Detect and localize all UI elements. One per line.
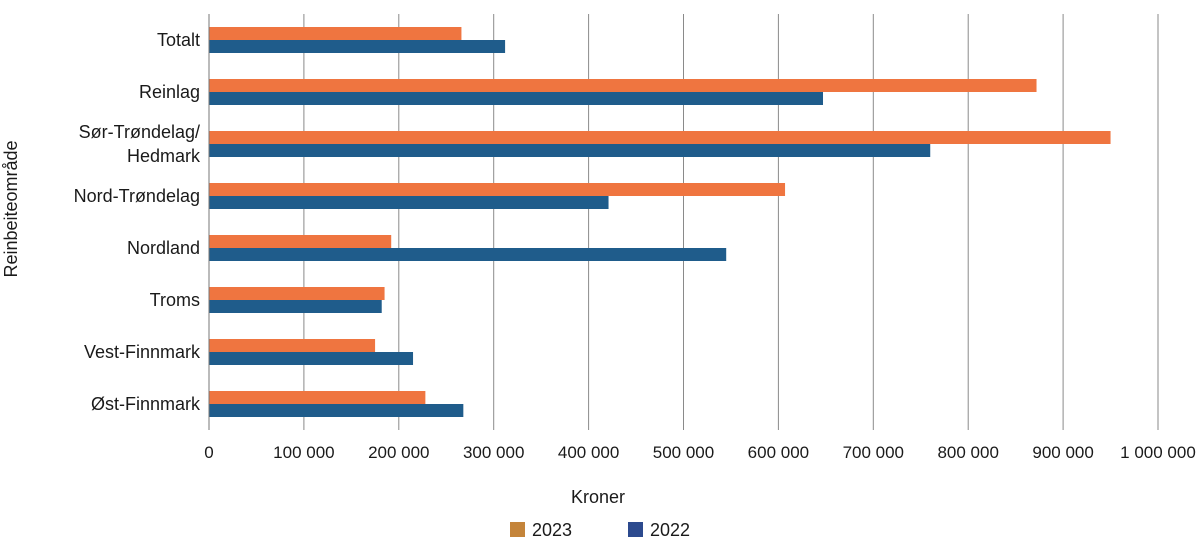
x-tick-label: 800 000 [937, 443, 998, 462]
x-tick-label: 300 000 [463, 443, 524, 462]
category-label: Nord-Trøndelag [74, 186, 200, 206]
x-tick-label: 200 000 [368, 443, 429, 462]
x-tick-label: 900 000 [1032, 443, 1093, 462]
category-label: Nordland [127, 238, 200, 258]
bar-2023 [209, 27, 462, 40]
x-tick-label: 1 000 000 [1120, 443, 1196, 462]
category-label: Øst-Finnmark [91, 394, 201, 414]
bar-2022 [209, 40, 506, 53]
bar-2022 [209, 92, 824, 105]
legend-label: 2022 [650, 520, 690, 540]
bar-2023 [209, 391, 426, 404]
bar-2023 [209, 131, 1111, 144]
x-tick-label: 100 000 [273, 443, 334, 462]
legend-label: 2023 [532, 520, 572, 540]
category-label: Vest-Finnmark [84, 342, 201, 362]
y-axis-title: Reinbeiteområde [1, 140, 21, 277]
category-label: Hedmark [127, 146, 201, 166]
bar-2022 [209, 352, 414, 365]
x-tick-label: 500 000 [653, 443, 714, 462]
bar-2023 [209, 183, 786, 196]
bar-2022 [209, 196, 609, 209]
category-label: Reinlag [139, 82, 200, 102]
category-label: Troms [150, 290, 200, 310]
legend-swatch [510, 522, 525, 537]
legend: 2023 2022 [510, 520, 690, 540]
x-tick-label: 700 000 [843, 443, 904, 462]
bar-2022 [209, 300, 382, 313]
bars [209, 27, 1111, 417]
bar-2023 [209, 79, 1037, 92]
bar-2022 [209, 404, 464, 417]
bar-2023 [209, 287, 385, 300]
category-label: Totalt [157, 30, 200, 50]
x-tick-label: 0 [204, 443, 213, 462]
x-tick-label: 600 000 [748, 443, 809, 462]
gridlines [303, 14, 1159, 430]
x-axis-title: Kroner [571, 487, 625, 507]
category-label: Sør-Trøndelag/ [79, 122, 200, 142]
bar-2023 [209, 339, 376, 352]
x-tick-label: 400 000 [558, 443, 619, 462]
category-labels: Totalt Reinlag Sør-Trøndelag/Hedmark Nord-T… [74, 30, 201, 414]
bar-2022 [209, 248, 727, 261]
x-tick-labels: 0 100 000 200 000 300 000 400 000 500 000 600 … [204, 443, 1196, 462]
legend-swatch [628, 522, 643, 537]
bar-2022 [209, 144, 931, 157]
bar-2023 [209, 235, 392, 248]
